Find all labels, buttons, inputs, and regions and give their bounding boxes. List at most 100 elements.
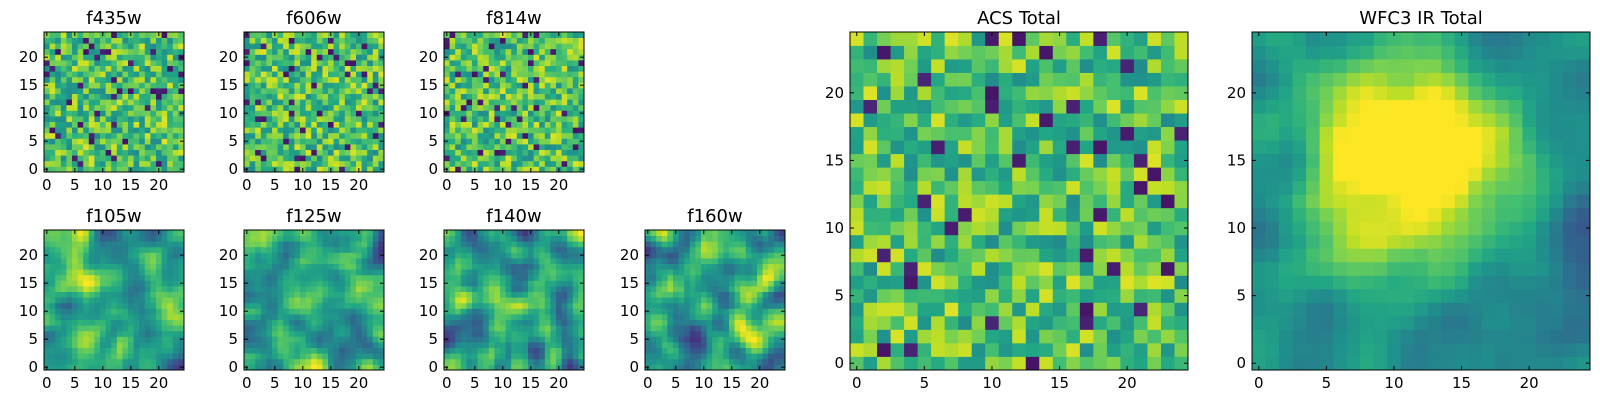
heatmap-cell: [378, 230, 385, 236]
heatmap-cell: [277, 353, 284, 360]
heatmap-cell: [701, 336, 707, 343]
heatmap-cell: [998, 342, 1013, 357]
heatmap-cell: [863, 221, 878, 236]
heatmap-cell: [156, 116, 162, 122]
heatmap-cell: [88, 82, 95, 89]
heatmap-cell: [100, 358, 106, 365]
heatmap-cell: [678, 330, 685, 337]
heatmap-cell: [322, 330, 329, 337]
heatmap-cell: [550, 43, 557, 50]
heatmap-cell: [88, 302, 95, 309]
heatmap-cell: [505, 274, 512, 281]
heatmap-cell: [139, 252, 146, 259]
heatmap-cell: [66, 241, 73, 248]
heatmap-cell: [998, 194, 1013, 209]
heatmap-cell: [283, 342, 290, 348]
heatmap-cell: [260, 286, 267, 292]
heatmap-cell: [350, 116, 357, 122]
heatmap-cell: [111, 155, 118, 162]
heatmap-cell: [255, 353, 262, 360]
heatmap-cell: [998, 302, 1013, 317]
heatmap-cell: [55, 330, 62, 337]
heatmap-cell: [116, 104, 123, 111]
heatmap-cell: [673, 246, 679, 253]
heatmap-cell: [356, 297, 362, 304]
heatmap-cell: [650, 291, 657, 298]
heatmap-cell: [44, 302, 50, 309]
heatmap-cell: [167, 54, 174, 61]
heatmap-cell: [344, 358, 351, 365]
heatmap-cell: [116, 263, 123, 270]
heatmap-cell: [1120, 221, 1135, 236]
heatmap-cell: [505, 155, 512, 162]
heatmap-cell: [751, 342, 758, 348]
heatmap-cell: [477, 336, 484, 343]
heatmap-cell: [650, 319, 657, 326]
heatmap-cell: [740, 358, 747, 365]
heatmap-cell: [500, 241, 506, 248]
heatmap-cell: [100, 314, 106, 320]
heatmap-cell: [66, 297, 73, 304]
heatmap-cell: [455, 291, 462, 298]
heatmap-cell: [133, 325, 140, 332]
heatmap-cell: [449, 132, 456, 139]
heatmap-cell: [100, 160, 106, 167]
heatmap-cell: [751, 258, 758, 264]
heatmap-cell: [150, 319, 157, 326]
heatmap-cell: [294, 160, 301, 167]
heatmap-cell: [66, 116, 73, 122]
heatmap-cell: [494, 155, 501, 162]
heatmap-cell: [466, 269, 473, 276]
heatmap-cell: [322, 263, 329, 270]
heatmap-cell: [83, 336, 90, 343]
heatmap-cell: [350, 291, 357, 298]
heatmap-cell: [367, 110, 374, 117]
heatmap-cell: [455, 302, 462, 309]
heatmap-cell: [322, 166, 329, 173]
heatmap-cell: [1106, 356, 1121, 371]
heatmap-cell: [533, 258, 540, 264]
heatmap-cell: [904, 275, 918, 290]
heatmap-cell: [83, 364, 90, 371]
heatmap-cell: [156, 48, 162, 55]
heatmap-cell: [556, 43, 562, 50]
heatmap-cell: [539, 65, 546, 72]
heatmap-cell: [249, 319, 256, 326]
heatmap-cell: [378, 76, 385, 83]
heatmap-cell: [455, 110, 462, 117]
heatmap-cell: [444, 149, 450, 156]
heatmap-cell: [706, 246, 713, 253]
heatmap-cell: [701, 263, 707, 270]
heatmap-cell: [83, 144, 90, 150]
heatmap-cell: [344, 43, 351, 50]
heatmap-cell: [1174, 302, 1189, 317]
heatmap-cell: [244, 325, 250, 332]
heatmap-cell: [139, 104, 146, 111]
heatmap-cell: [455, 155, 462, 162]
heatmap-cell: [539, 241, 546, 248]
heatmap-cell: [116, 308, 123, 315]
heatmap-cell: [740, 330, 747, 337]
heatmap-cell: [277, 71, 284, 78]
heatmap-cell: [762, 246, 769, 253]
heatmap-cell: [316, 82, 323, 89]
heatmap-cell: [488, 32, 495, 38]
heatmap-cell: [356, 347, 362, 354]
heatmap-cell: [472, 325, 478, 332]
heatmap-cell: [472, 48, 478, 55]
heatmap-cell: [255, 132, 262, 139]
heatmap-cell: [488, 269, 495, 276]
heatmap-cell: [128, 48, 134, 55]
heatmap-cell: [745, 269, 752, 276]
heatmap-cell: [316, 60, 323, 66]
heatmap-cell: [322, 43, 329, 50]
heatmap-cell: [539, 37, 546, 44]
heatmap-cell: [156, 258, 162, 264]
heatmap-cell: [723, 319, 730, 326]
heatmap-cell: [116, 48, 123, 55]
heatmap-cell: [544, 76, 551, 83]
heatmap-cell: [150, 286, 157, 292]
heatmap-cell: [522, 166, 529, 173]
heatmap-cell: [460, 330, 467, 337]
heatmap-cell: [578, 291, 585, 298]
